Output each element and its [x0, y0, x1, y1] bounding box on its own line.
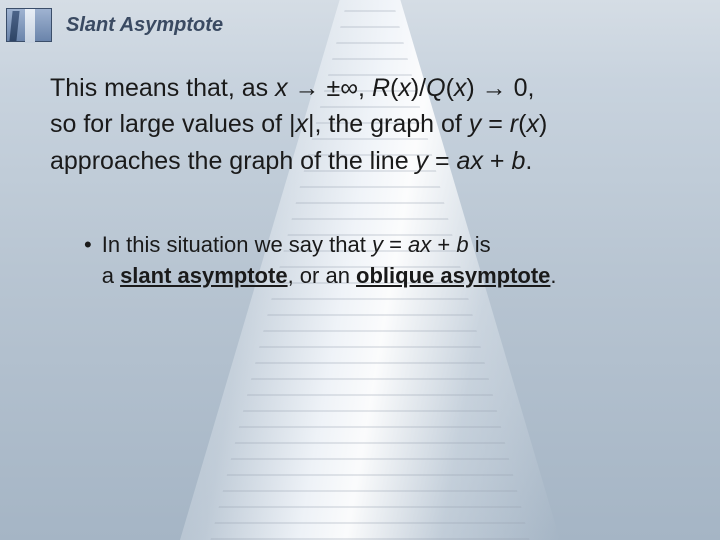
bullet-dot-icon: • [84, 230, 92, 292]
var-x: x [275, 74, 288, 102]
text: so for large values of | [50, 110, 296, 138]
text: = [383, 232, 408, 257]
var-y: y [469, 110, 482, 138]
var-r: r [510, 110, 518, 138]
text: → ±∞, [288, 74, 372, 102]
text: |, the graph of [308, 110, 469, 138]
thumbnail-icon [6, 8, 52, 42]
var-Q: Q [426, 74, 445, 102]
body-paragraph: This means that, as x → ±∞, R(x)/Q(x) → … [50, 70, 680, 179]
var-ax: ax [457, 147, 483, 175]
var-x: x [454, 74, 467, 102]
slide-title: Slant Asymptote [66, 14, 223, 37]
bullet-block: • In this situation we say that y = ax +… [84, 230, 670, 292]
text: . [550, 263, 556, 288]
text: a [102, 263, 120, 288]
text: ) [539, 110, 547, 138]
var-y: y [416, 147, 429, 175]
text: In this situation we say that [102, 232, 372, 257]
var-x: x [296, 110, 309, 138]
text: + [431, 232, 456, 257]
text: + [483, 147, 512, 175]
text: = [481, 110, 510, 138]
text: This means that, as [50, 74, 275, 102]
text: ) → 0, [466, 74, 534, 102]
term-slant-asymptote: slant asymptote [120, 263, 288, 288]
bullet-text: In this situation we say that y = ax + b… [102, 230, 670, 292]
var-ax: ax [408, 232, 431, 257]
var-b: b [456, 232, 468, 257]
var-b: b [511, 147, 525, 175]
var-x: x [398, 74, 411, 102]
text: = [428, 147, 457, 175]
text: ( [446, 74, 454, 102]
term-oblique-asymptote: oblique asymptote [356, 263, 550, 288]
text: )/ [411, 74, 426, 102]
var-x: x [526, 110, 539, 138]
var-y: y [372, 232, 383, 257]
text: approaches the graph of the line [50, 147, 416, 175]
text: . [525, 147, 532, 175]
var-R: R [372, 74, 390, 102]
text: is [469, 232, 491, 257]
text: , or an [288, 263, 356, 288]
